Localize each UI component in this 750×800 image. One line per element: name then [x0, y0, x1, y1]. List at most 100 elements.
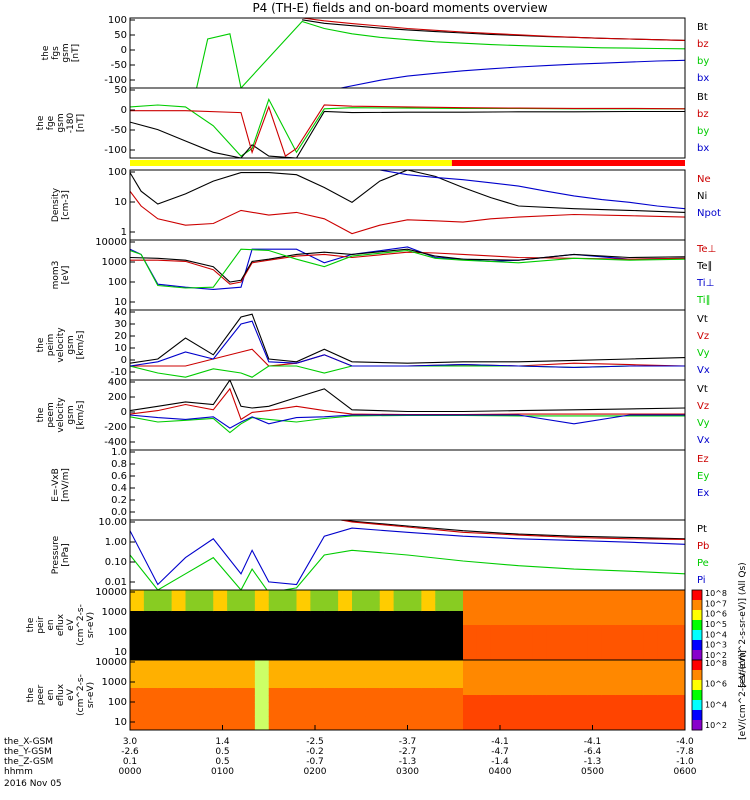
colorbar-segment: [692, 610, 702, 621]
heatmap-cell: [435, 695, 450, 703]
colorbar-segment: [692, 670, 702, 681]
heatmap-cell: [587, 702, 603, 710]
y-tick-label: 0.6: [111, 471, 127, 482]
heatmap-cell: [171, 695, 186, 703]
heatmap-cell: [629, 625, 644, 633]
heatmap-cell: [671, 681, 686, 689]
heatmap-cell: [185, 660, 200, 668]
heatmap-cell: [157, 667, 173, 675]
heatmap-cell: [435, 632, 450, 640]
heatmap-cell: [213, 611, 228, 619]
heatmap-cell: [476, 716, 492, 724]
heatmap-cell: [130, 674, 145, 682]
heatmap-cell: [629, 590, 644, 598]
heatmap-cell: [310, 618, 325, 626]
heatmap-cell: [504, 639, 519, 647]
heatmap-cell: [393, 667, 408, 675]
heatmap-cell: [254, 625, 270, 633]
heatmap-cell: [393, 653, 408, 661]
heatmap-cell: [227, 660, 242, 668]
panel-9: 10^810^710^610^510^410^310^2 [eV/(cm^2-s-…: [26, 562, 748, 687]
heatmap-cell: [254, 618, 270, 626]
heatmap-cell: [601, 723, 617, 731]
series-group: [130, 313, 685, 378]
legend-item-Ti∥: Ti∥: [696, 295, 711, 306]
heatmap-cell: [310, 702, 325, 710]
panel-frame: [129, 309, 686, 381]
heatmap-cell: [157, 611, 173, 619]
y-axis-label-line: the: [26, 617, 36, 632]
heatmap-cell: [463, 695, 478, 703]
heatmap-cell: [393, 639, 408, 647]
panel-frame: [129, 87, 686, 159]
heatmap-cell: [587, 723, 603, 731]
heatmap-cell: [657, 716, 672, 724]
heatmap-cell: [671, 597, 686, 605]
heatmap-cell: [504, 702, 519, 710]
y-axis-label-line: [cm-3]: [61, 190, 71, 220]
y-axis-label-line: eflux: [56, 613, 66, 636]
heatmap-cell: [241, 590, 256, 598]
heatmap-cell: [671, 688, 686, 696]
heatmap-cell: [324, 674, 339, 682]
heatmap-cell: [449, 611, 464, 619]
series-line-Bt: [302, 19, 685, 41]
heatmap-cell: [671, 653, 686, 661]
heatmap-cell: [379, 716, 395, 724]
heatmap-cell: [296, 618, 311, 626]
y-axis-label-line: sr-eV): [86, 682, 96, 708]
heatmap-cell: [560, 681, 575, 689]
heatmap-cell: [546, 674, 561, 682]
heatmap-cell: [268, 646, 284, 654]
heatmap-cell: [199, 604, 214, 612]
heatmap-cell: [421, 716, 436, 724]
heatmap-cell: [157, 674, 173, 682]
heatmap-cell: [282, 702, 297, 710]
heatmap-cell: [227, 695, 242, 703]
legend-item-Vx: Vx: [697, 435, 710, 446]
heatmap-cell: [490, 590, 506, 598]
heatmap-cell: [241, 681, 256, 689]
panel-4: 10000 1000 100 10 mom3 [eV] Te⊥ Te∥ Ti⊥ Ti∥: [51, 237, 716, 311]
y-axis-label: Pressure [nPa]: [51, 535, 71, 574]
heatmap-cell: [532, 674, 547, 682]
heatmap-cell: [463, 590, 478, 598]
heatmap-cell: [338, 702, 353, 710]
heatmap-cell: [310, 667, 325, 675]
heatmap-cell: [324, 625, 339, 633]
heatmap-cell: [504, 597, 519, 605]
y-tick-label: -100: [104, 75, 127, 86]
heatmap-cell: [379, 653, 395, 661]
heatmap-cell: [338, 625, 353, 633]
heatmap-cell: [352, 695, 367, 703]
heatmap-cell: [310, 681, 325, 689]
heatmap-cell: [352, 590, 367, 598]
y-axis-label-line: [km/s]: [76, 331, 86, 360]
y-tick-label: 1000: [102, 607, 127, 618]
heatmap-cell: [560, 667, 575, 675]
heatmap-cell: [324, 639, 339, 647]
y-axis-label-line: peir: [36, 616, 46, 634]
heatmap-cell: [449, 709, 464, 717]
heatmap-cell: [601, 674, 617, 682]
heatmap-cell: [643, 681, 658, 689]
footer-value: 1.4: [215, 737, 230, 747]
series-line-Ti∥: [130, 248, 685, 289]
heatmap-cell: [296, 709, 311, 717]
heatmap-cell: [587, 618, 603, 626]
heatmap-cell: [560, 660, 575, 668]
heatmap-cell: [629, 723, 644, 731]
heatmap-cell: [407, 709, 422, 717]
heatmap-cell: [338, 611, 353, 619]
heatmap-cell: [601, 597, 617, 605]
heatmap-cell: [435, 646, 450, 654]
colorbar-tick-label: 10^8: [705, 659, 727, 668]
heatmap-cell: [213, 681, 228, 689]
heatmap-cell: [254, 632, 270, 640]
heatmap-cell: [324, 723, 339, 731]
heatmap-cell: [282, 646, 297, 654]
series-line-Ti⊥: [130, 246, 685, 290]
heatmap-cell: [254, 674, 270, 682]
heatmap-cell: [143, 618, 159, 626]
series-line-Te⊥: [130, 251, 685, 285]
